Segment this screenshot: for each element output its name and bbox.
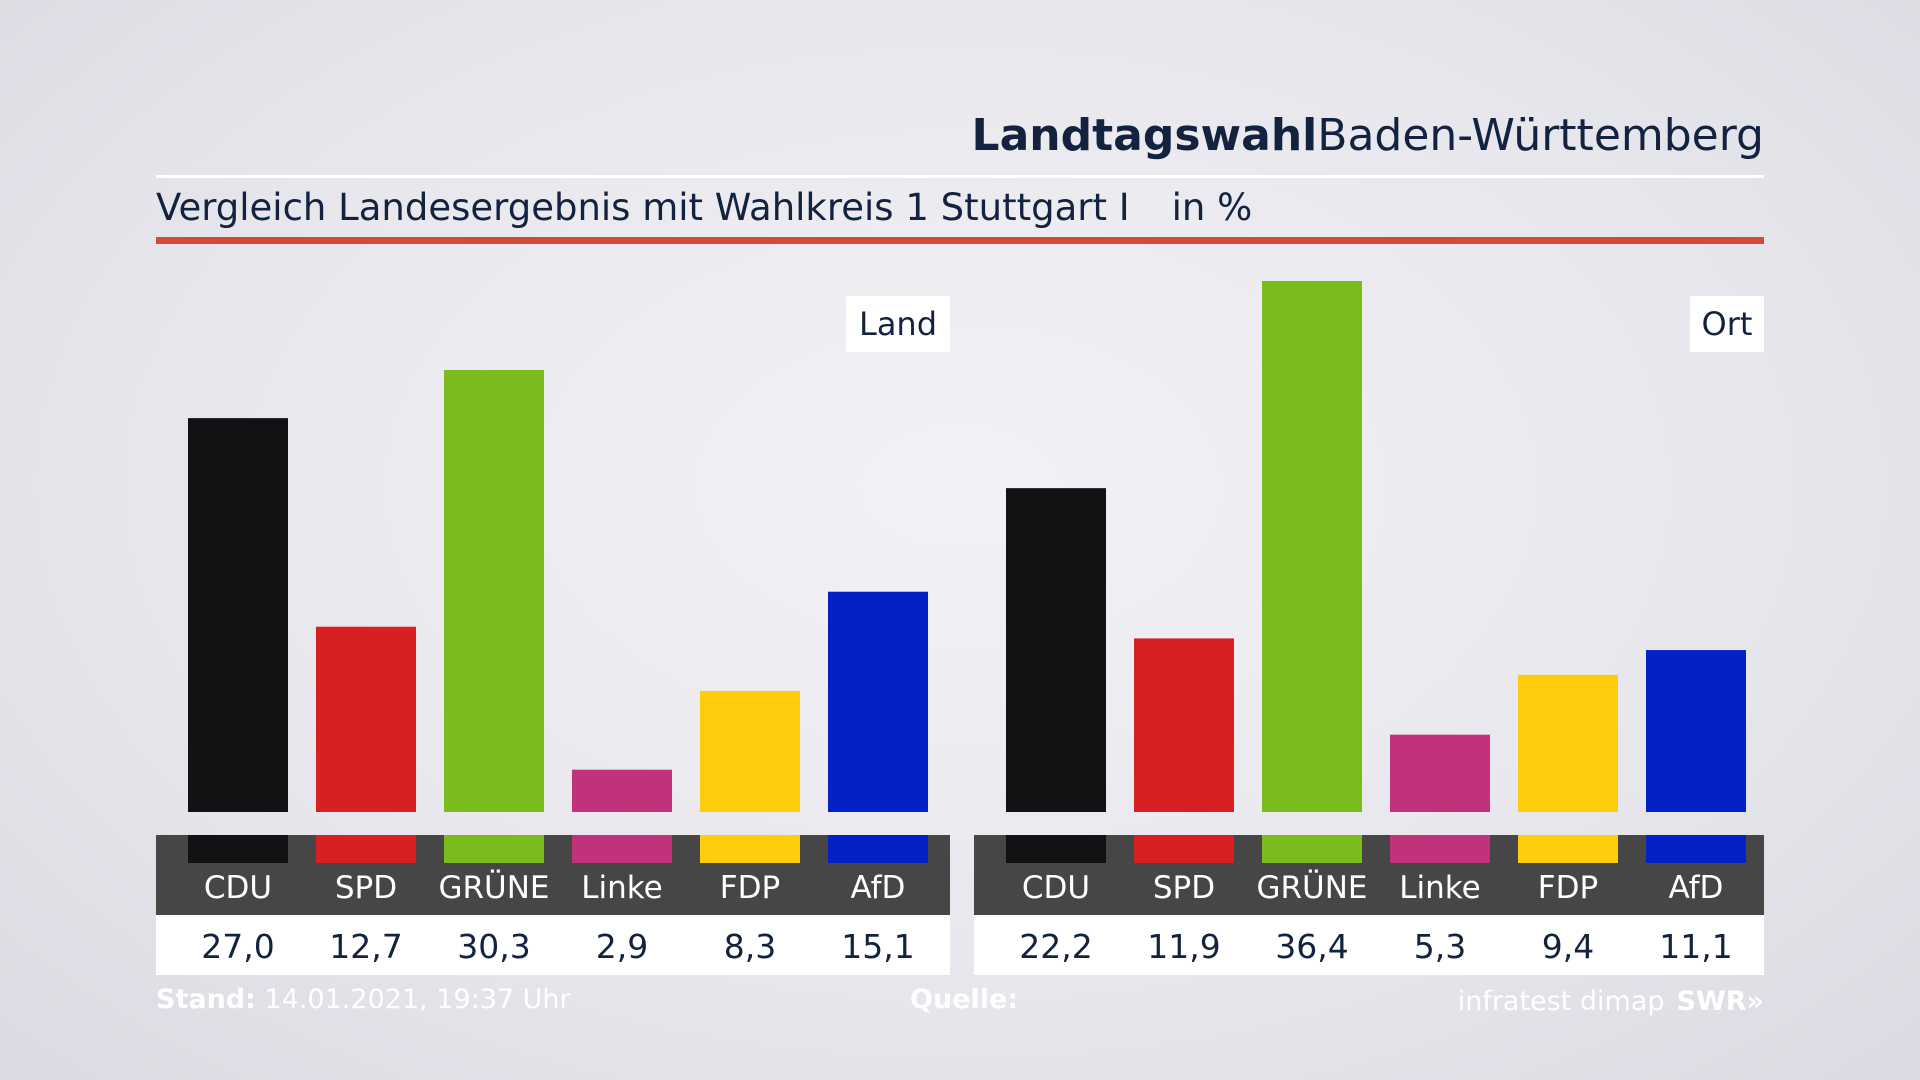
timestamp-label: Stand: (156, 984, 256, 1015)
bar-ort-fdp (1518, 674, 1618, 812)
bar-ort-afd (1646, 650, 1746, 812)
swatch-land-spd (316, 835, 416, 863)
value-label-ort-grne: 36,4 (1275, 927, 1348, 966)
swatch-land-linke (572, 835, 672, 863)
swatch-ort-grne (1262, 835, 1362, 863)
bar-land-fdp (700, 690, 800, 812)
party-label-ort-linke: Linke (1399, 870, 1480, 906)
panel-label-ort: Ort (1690, 296, 1764, 352)
source-value: infratest dimap (1457, 986, 1665, 1017)
party-label-land-spd: SPD (335, 870, 397, 906)
value-label-land-afd: 15,1 (841, 927, 914, 966)
swatch-ort-afd (1646, 835, 1746, 863)
party-label-land-cdu: CDU (204, 870, 272, 906)
value-label-ort-fdp: 9,4 (1542, 927, 1594, 966)
chart-subtitle: Vergleich Landesergebnis mit Wahlkreis 1… (156, 183, 1252, 233)
party-label-band-land (156, 835, 950, 915)
party-label-ort-fdp: FDP (1538, 870, 1598, 906)
panel-label-land: Land (846, 296, 950, 352)
swatch-land-fdp (700, 835, 800, 863)
bar-land-spd (316, 626, 416, 812)
brand-title-bold: Landtagswahl (971, 110, 1318, 161)
bar-ort-linke (1390, 734, 1490, 812)
bar-ort-spd (1134, 638, 1234, 812)
brand-title-region: Baden-Württemberg (1317, 110, 1764, 161)
party-label-ort-cdu: CDU (1022, 870, 1090, 906)
value-label-ort-cdu: 22,2 (1019, 927, 1092, 966)
party-label-land-linke: Linke (581, 870, 662, 906)
bar-ort-cdu (1006, 488, 1106, 812)
header-divider (156, 175, 1764, 178)
value-label-land-spd: 12,7 (329, 927, 402, 966)
brand-title: LandtagswahlBaden-Württemberg (972, 108, 1764, 164)
value-label-land-fdp: 8,3 (724, 927, 776, 966)
swatch-land-cdu (188, 835, 288, 863)
bar-ort-grne (1262, 281, 1362, 812)
timestamp: Stand: 14.01.2021, 19:37 Uhr (156, 984, 571, 1015)
party-label-land-afd: AfD (851, 870, 906, 906)
accent-rule (156, 237, 1764, 244)
value-label-land-grne: 30,3 (457, 927, 530, 966)
bar-land-grne (444, 369, 544, 812)
source-credit: infratest dimap SWR» (1458, 986, 1764, 1017)
swatch-ort-cdu (1006, 835, 1106, 863)
value-label-ort-linke: 5,3 (1414, 927, 1466, 966)
subtitle-text: Vergleich Landesergebnis mit Wahlkreis 1… (156, 186, 1130, 229)
swatch-land-afd (828, 835, 928, 863)
value-label-land-linke: 2,9 (596, 927, 648, 966)
bar-land-afd (828, 591, 928, 812)
value-row-ort (974, 915, 1764, 975)
party-label-ort-afd: AfD (1669, 870, 1724, 906)
bar-land-linke (572, 769, 672, 812)
party-label-ort-spd: SPD (1153, 870, 1215, 906)
party-label-land-grne: GRÜNE (438, 869, 549, 906)
value-row-land (156, 915, 950, 975)
source-label: Quelle: (910, 984, 1019, 1015)
party-label-ort-grne: GRÜNE (1256, 869, 1367, 906)
swatch-ort-fdp (1518, 835, 1618, 863)
unit-label: in % (1171, 186, 1253, 229)
party-label-land-fdp: FDP (720, 870, 780, 906)
value-label-ort-spd: 11,9 (1147, 927, 1220, 966)
value-label-land-cdu: 27,0 (201, 927, 274, 966)
timestamp-value: 14.01.2021, 19:37 Uhr (264, 984, 571, 1015)
swatch-ort-linke (1390, 835, 1490, 863)
bar-land-cdu (188, 418, 288, 812)
swatch-ort-spd (1134, 835, 1234, 863)
value-label-ort-afd: 11,1 (1659, 927, 1732, 966)
swatch-land-grne (444, 835, 544, 863)
swr-logo: SWR» (1676, 986, 1764, 1017)
